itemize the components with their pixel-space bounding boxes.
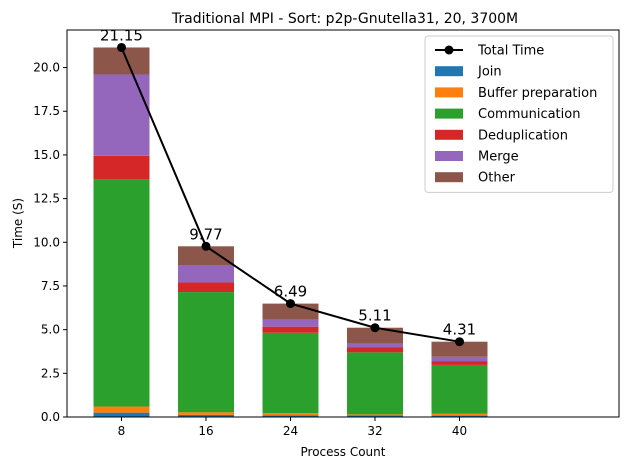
legend-label-communication: Communication xyxy=(478,107,580,122)
total-time-point-40 xyxy=(455,337,464,347)
bar-deduplication-32 xyxy=(347,347,403,353)
y-tick-label: 0.0 xyxy=(41,410,60,424)
bar-buffer-preparation-32 xyxy=(347,414,403,416)
total-time-label-24: 6.49 xyxy=(274,283,307,301)
bar-join-40 xyxy=(431,415,488,417)
bar-deduplication-16 xyxy=(178,282,234,293)
bar-merge-8 xyxy=(93,74,150,156)
bar-communication-24 xyxy=(262,332,319,414)
x-axis-label: Process Count xyxy=(301,445,386,459)
y-tick-label: 5.0 xyxy=(41,323,60,337)
y-tick-label: 17.5 xyxy=(33,104,60,118)
legend-swatch-deduplication xyxy=(435,129,463,140)
bar-deduplication-8 xyxy=(93,155,150,180)
legend-label-deduplication: Deduplication xyxy=(478,128,568,143)
bar-deduplication-24 xyxy=(262,326,319,333)
legend: Total Time Join Buffer preparation Communic… xyxy=(424,35,614,193)
legend-box xyxy=(424,35,614,193)
bar-deduplication-40 xyxy=(431,361,488,365)
bar-communication-40 xyxy=(431,364,488,414)
y-axis-label: Time (S) xyxy=(11,198,25,249)
legend-label-buffer-preparation: Buffer preparation xyxy=(478,86,597,101)
legend-swatch-merge xyxy=(435,151,463,161)
bar-join-32 xyxy=(347,415,403,417)
plot-frame xyxy=(66,29,620,418)
bar-communication-8 xyxy=(93,179,150,407)
x-axis: 8 16 24 32 40 xyxy=(118,417,467,438)
x-tick-label: 32 xyxy=(367,424,382,438)
y-tick-label: 20.0 xyxy=(33,61,60,75)
x-tick-label: 40 xyxy=(452,424,467,438)
bar-buffer-preparation-8 xyxy=(93,406,150,413)
total-time-point-32 xyxy=(370,323,380,333)
bar-buffer-preparation-16 xyxy=(178,412,234,415)
legend-marker-swatch xyxy=(444,45,454,55)
y-tick-label: 2.5 xyxy=(41,366,60,380)
bar-join-24 xyxy=(262,415,319,417)
bar-buffer-preparation-24 xyxy=(262,413,319,416)
total-time-label-32: 5.11 xyxy=(358,307,391,325)
bar-communication-32 xyxy=(347,352,403,415)
y-tick-label: 12.5 xyxy=(33,192,60,206)
bar-join-16 xyxy=(178,414,234,417)
x-tick-label: 8 xyxy=(118,424,126,438)
total-time-point-24 xyxy=(286,299,295,309)
legend-swatch-join xyxy=(435,66,463,77)
bar-merge-16 xyxy=(178,264,234,283)
legend-label-other: Other xyxy=(478,171,516,186)
chart-title: Traditional MPI - Sort: p2p-Gnutella31, … xyxy=(171,11,518,27)
y-tick-label: 15.0 xyxy=(33,148,60,162)
bar-buffer-preparation-40 xyxy=(431,413,488,416)
total-time-point-8 xyxy=(117,42,126,52)
bar-other-16 xyxy=(178,246,234,265)
x-tick-label: 24 xyxy=(283,424,298,438)
bar-join-8 xyxy=(93,412,150,417)
bar-other-32 xyxy=(347,327,403,344)
bar-merge-40 xyxy=(431,356,488,362)
total-time-label-16: 9.77 xyxy=(189,225,222,243)
y-axis: 0.0 2.5 5.0 7.5 10.0 12.5 15.0 17.5 20.0 xyxy=(33,61,67,424)
y-tick-label: 10.0 xyxy=(33,235,60,249)
bar-communication-16 xyxy=(178,292,234,413)
bar-other-40 xyxy=(431,341,488,357)
total-time-label-40: 4.31 xyxy=(443,321,476,339)
legend-label-total-time: Total Time xyxy=(477,44,544,59)
legend-swatch-other xyxy=(435,172,463,183)
y-tick-label: 7.5 xyxy=(41,279,60,293)
legend-label-join: Join xyxy=(477,65,502,80)
bar-merge-32 xyxy=(347,343,403,348)
total-time-point-16 xyxy=(201,241,211,251)
legend-swatch-buffer-preparation xyxy=(435,87,463,98)
total-time-label-8: 21.15 xyxy=(100,26,143,44)
bar-other-8 xyxy=(93,47,150,75)
legend-label-merge: Merge xyxy=(478,150,519,165)
legend-swatch-communication xyxy=(435,108,463,119)
x-tick-label: 16 xyxy=(198,424,213,438)
bar-merge-24 xyxy=(262,319,319,327)
plot-area: 21.15 9.77 6.49 5.11 4.31 xyxy=(93,26,488,417)
